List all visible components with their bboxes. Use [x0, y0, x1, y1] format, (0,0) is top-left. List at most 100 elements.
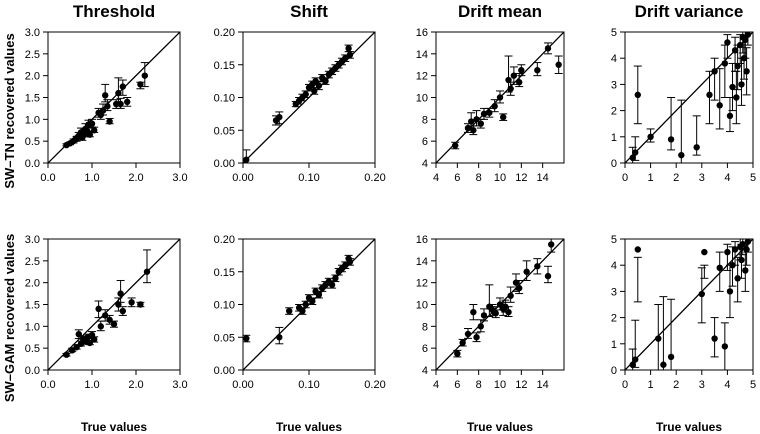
x-tick-label: 3	[699, 379, 705, 391]
point-marker	[742, 267, 749, 274]
data-point	[544, 265, 552, 284]
data-point	[476, 319, 485, 333]
point-marker	[459, 339, 466, 346]
data-point	[94, 300, 103, 319]
data-point	[118, 306, 127, 316]
y-tick-label: 0.10	[214, 300, 235, 312]
y-tick-label: 4	[422, 158, 428, 170]
y-tick-label: 1	[611, 132, 617, 144]
point-marker	[128, 299, 135, 306]
data-point	[464, 328, 472, 339]
y-tick-label: 0.05	[214, 125, 235, 137]
data-point	[112, 99, 121, 109]
plot-area	[436, 239, 564, 370]
data-point	[341, 54, 350, 62]
data-point	[654, 304, 663, 370]
data-point	[62, 351, 71, 358]
x-tick-label: 6	[454, 379, 460, 391]
x-tick-label: 3.0	[172, 172, 187, 184]
point-marker	[91, 127, 98, 134]
x-tick-label: 3	[699, 172, 705, 184]
y-tick-label: 1.5	[25, 300, 40, 312]
identity-line	[625, 239, 753, 370]
point-marker	[286, 307, 293, 315]
point-marker	[632, 356, 639, 363]
point-marker	[739, 241, 746, 248]
y-tick-label: 4	[611, 53, 617, 65]
point-marker	[299, 307, 306, 315]
point-marker	[731, 246, 739, 253]
plot-frame	[624, 238, 754, 371]
y-tick-label: 12	[416, 278, 428, 290]
y-tick-label: 8	[422, 321, 428, 333]
y-tick-label: 0.15	[214, 267, 235, 279]
y-tick-label: 10	[416, 93, 428, 105]
data-point	[136, 81, 145, 90]
panel-title-drift-variance: Drift variance	[635, 2, 744, 21]
data-point	[116, 279, 125, 303]
point-marker	[496, 94, 504, 101]
panel-1-1: 0.00 0.10 0.20 0.00 0.05 0.10 0.15 0.20 True val…	[214, 234, 386, 434]
point-marker	[137, 301, 144, 308]
y-tick-label: 0	[611, 158, 617, 170]
x-tick-label: 2	[673, 379, 679, 391]
plot-area	[243, 239, 375, 370]
y-tick-label: 12	[416, 71, 428, 83]
point-marker	[346, 258, 354, 266]
y-tick-label: 1.0	[25, 114, 40, 126]
point-marker	[667, 353, 675, 361]
column-titles: Threshold Shift Drift mean Drift varianc…	[73, 2, 743, 21]
data-point	[143, 249, 151, 284]
data-point	[469, 304, 478, 321]
data-point	[720, 322, 729, 370]
data-point	[243, 334, 251, 343]
y-tick-label: 1.0	[25, 321, 40, 333]
plot-area	[48, 239, 180, 370]
data-point	[667, 298, 676, 370]
y-tick-label: 4	[422, 365, 428, 377]
data-point	[472, 332, 481, 343]
x-tick-label: 0.0	[40, 172, 55, 184]
data-point	[345, 258, 354, 266]
row-label-sw-tn: SW–TN recovered values	[2, 33, 17, 188]
point-marker	[716, 102, 723, 109]
point-marker	[698, 290, 705, 298]
data-point	[123, 97, 132, 107]
panel-title-shift: Shift	[290, 2, 328, 21]
point-marker	[701, 248, 708, 256]
row-labels: SW–TN recovered values SW–GAM recovered …	[2, 33, 17, 402]
point-marker	[737, 41, 744, 49]
y-tick-label: 0.0	[25, 365, 40, 377]
data-point	[496, 90, 504, 104]
y-tick-label: 1	[611, 339, 617, 351]
y-tick-label: 0.0	[25, 158, 40, 170]
point-marker	[678, 151, 685, 159]
point-marker	[63, 351, 70, 358]
point-marker	[655, 335, 662, 342]
point-marker	[243, 156, 250, 163]
panel-1-0: 0.0 1.0 2.0 3.0 0.0 0.5 1.0 1.5 2.0 2.5 3.0 True va…	[25, 234, 188, 434]
point-marker	[500, 113, 507, 121]
point-marker	[534, 67, 541, 74]
x-tick-label: 0.0	[40, 379, 55, 391]
x-tick-label: 2.0	[128, 379, 143, 391]
data-point	[515, 279, 524, 295]
x-tick-label: 6	[454, 172, 460, 184]
y-tick-label: 0.00	[214, 365, 235, 377]
data-point	[140, 62, 149, 88]
point-marker	[110, 320, 118, 328]
point-marker	[137, 81, 144, 88]
point-marker	[507, 292, 514, 299]
point-marker	[647, 133, 654, 140]
x-tick-label: 12	[515, 172, 527, 184]
plot-area	[625, 239, 753, 370]
x-tick-label: 3.0	[172, 379, 187, 391]
y-tick-label: 2.0	[25, 71, 40, 83]
point-marker	[97, 323, 105, 330]
point-marker	[734, 62, 741, 70]
point-marker	[480, 110, 488, 118]
data-point	[522, 260, 531, 281]
point-marker	[470, 308, 477, 316]
panel-0-2: 4 6 8 10 12 14 4 6 8 10 12 14 16	[416, 27, 565, 184]
